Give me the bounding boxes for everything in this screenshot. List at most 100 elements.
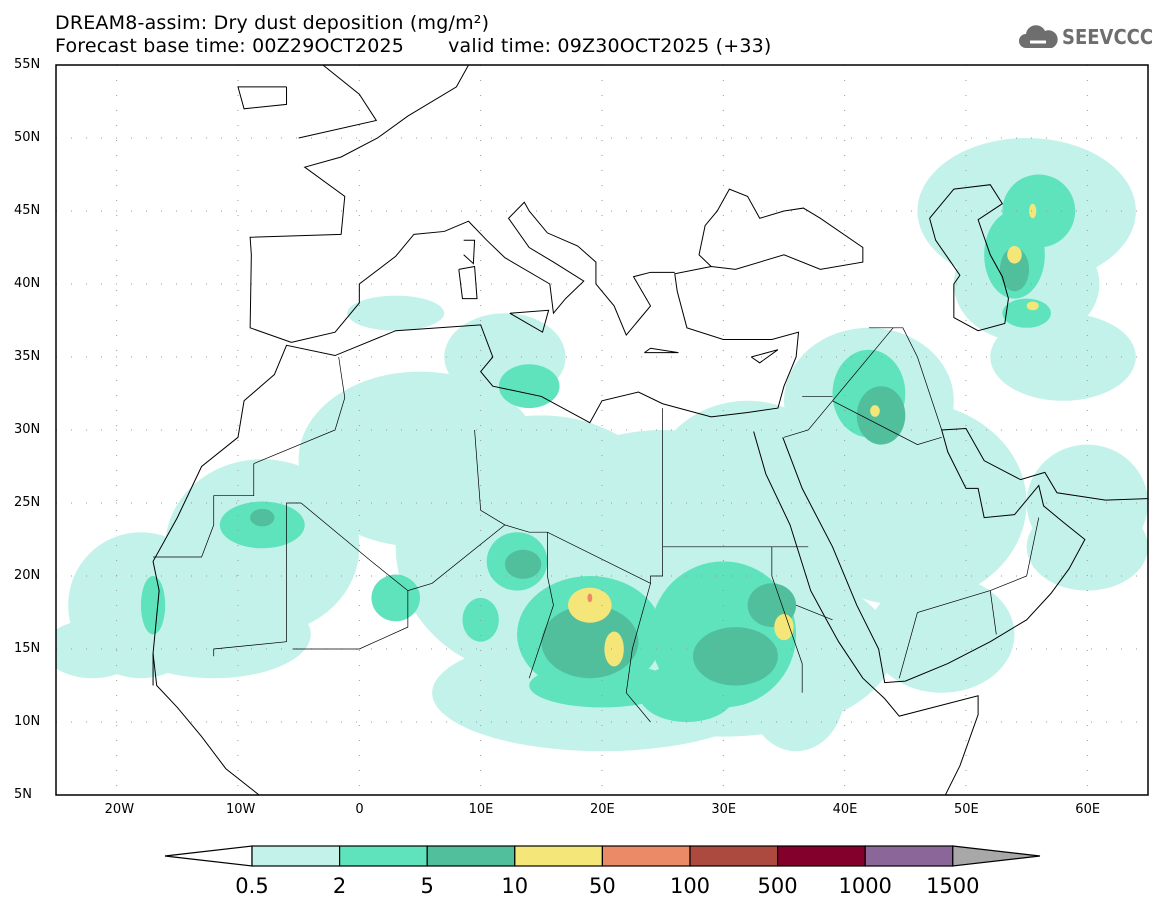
lat-label: 25N [14,495,41,510]
coastline [750,349,779,364]
dust-level-3-area [870,405,880,417]
country-border [795,604,833,621]
dust-level-2-area [250,508,275,527]
dust-level-1-area [498,364,560,409]
dust-contours [56,138,1148,752]
dust-level-3-area [568,587,612,623]
country-border [868,327,943,431]
cloud-icon [1019,25,1058,48]
forecast-times: Forecast base time: 00Z29OCT2025 valid ti… [55,35,772,57]
lon-label: 30E [711,802,737,817]
coastline [929,184,1009,332]
colorbar-swatch [339,845,428,867]
dust-level-2-area [856,386,906,445]
dust-level-1-area [140,576,166,635]
lat-label: 15N [14,641,41,656]
dust-level-0-area [116,590,311,679]
lat-label: 45N [14,203,41,218]
country-border [474,429,506,526]
coastline [152,653,260,795]
country-border [153,463,255,558]
coastline [458,265,478,300]
dust-level-1-area [462,597,499,642]
colorbar-swatch [514,845,603,867]
coastline [509,309,550,333]
country-border [528,532,554,679]
colorbar-tick-label: 500 [758,874,798,898]
lat-label: 40N [14,276,41,291]
coastline [298,65,378,139]
lat-label: 10N [14,714,41,729]
colorbar-swatch [776,845,866,867]
coastline [644,347,679,354]
colorbar-tick-label: 1500 [926,874,979,898]
dust-level-3-area [1007,246,1022,264]
coastline [463,239,476,265]
coastline [152,188,864,686]
country-border [771,546,803,693]
country-border [253,356,346,464]
dust-level-3-area [604,631,624,667]
country-border [783,327,894,438]
colorbar-tick-label: 0.5 [235,874,268,898]
lon-label: 10W [225,802,256,817]
dust-level-3-area [1026,301,1039,311]
lon-label: 40E [832,802,858,817]
coastline [782,428,1148,684]
colorbar-over-arrow [952,845,1041,867]
lon-label: 20W [104,802,135,817]
colorbar-tick-label: 1000 [838,874,891,898]
coastline [291,201,675,343]
dust-level-2-area [692,627,778,686]
lon-label: 60E [1075,802,1101,817]
dust-level-0-area [990,313,1136,401]
coastline [249,65,469,343]
country-border [300,502,664,591]
dust-level-4-area [587,593,593,603]
colorbar-under-arrow [164,845,253,867]
dust-level-2-area [504,549,542,579]
colorbar-tick-label: 10 [501,874,528,898]
lon-label: 50E [953,802,979,817]
lon-label: 0 [355,802,364,817]
coastline [753,431,979,795]
lat-label: 55N [14,57,41,72]
lat-label: 30N [14,422,41,437]
dust-level-1-area [371,574,420,622]
colorbar-swatch [689,845,779,867]
country-border [989,590,997,635]
country-border [213,502,302,657]
lat-label: 20N [14,568,41,583]
country-border [292,590,409,650]
dust-level-3-area [1029,203,1037,219]
colorbar-tick-label: 5 [421,874,434,898]
colorbar-tick-label: 2 [333,874,346,898]
valid-time: valid time: 09Z30OCT2025 (+33) [448,35,772,57]
lon-label: 20E [589,802,615,817]
colorbar-swatch [251,845,341,867]
dust-level-0-area [56,619,141,679]
dust-level-1-area [529,663,675,708]
logo-text: SEEVCCC [1062,25,1154,49]
colorbar-swatch [864,845,954,867]
base-time: Forecast base time: 00Z29OCT2025 [55,35,405,57]
coastline [237,86,288,110]
colorbar-tick-label: 50 [589,874,616,898]
dust-level-0-area [1026,503,1148,591]
figure-title: DREAM8-assim: Dry dust deposition (mg/m²… [55,12,490,34]
country-border [832,400,942,445]
dust-level-0-area [868,576,1015,693]
lon-label: 10E [468,802,494,817]
lat-label: 5N [14,787,32,802]
country-border [625,583,651,723]
dust-level-2-area [999,247,1030,292]
colorbar-swatch [426,845,516,867]
lat-label: 50N [14,130,41,145]
seevccc-logo: SEEVCCC [1018,24,1153,50]
dust-level-3-area [774,613,794,641]
map-frame [55,64,1149,796]
colorbar-tick-label: 100 [670,874,710,898]
colorbar-swatch [601,845,691,867]
